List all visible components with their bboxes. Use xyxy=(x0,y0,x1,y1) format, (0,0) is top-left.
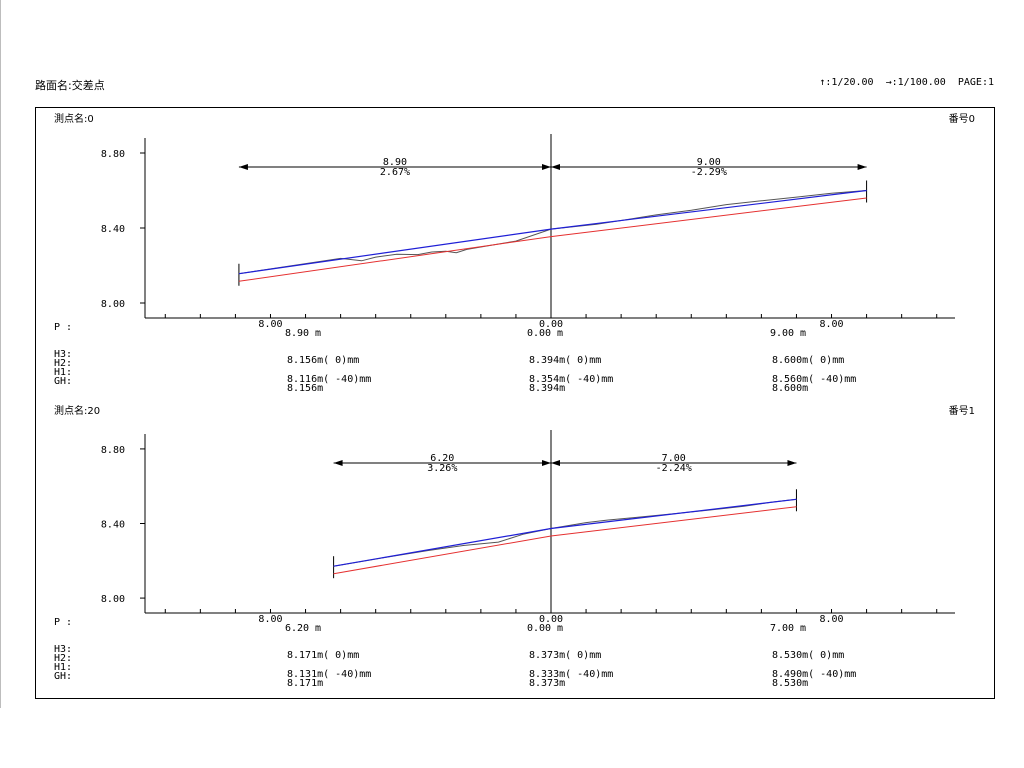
y-tick-label: 8.00 xyxy=(101,299,125,310)
left-slope-label: 3.26% xyxy=(427,463,457,474)
center-gh-value: 8.394m xyxy=(529,383,565,394)
x-tick-label: 8.00 xyxy=(819,614,843,625)
left-h3-value: 8.156m( 0)mm xyxy=(287,355,359,366)
left-distance: 8.90 m xyxy=(285,328,321,339)
right-distance: 7.00 m xyxy=(770,623,806,634)
right-slope-label: -2.24% xyxy=(656,463,692,474)
h3-label: H3: xyxy=(54,644,72,655)
gh-label: GH: xyxy=(54,671,72,682)
gh-label: GH: xyxy=(54,376,72,387)
left-gh-value: 8.171m xyxy=(287,678,323,689)
section-name: 測点名:0 xyxy=(54,112,94,125)
h2-label: H2: xyxy=(54,653,72,664)
arrow-left-head xyxy=(238,164,248,170)
p-label: P : xyxy=(54,617,72,628)
page-title: 路面名:交差点 xyxy=(35,79,105,92)
section-name: 測点名:20 xyxy=(54,404,100,417)
left-width-label: 6.20 xyxy=(430,453,454,464)
right-gh-value: 8.530m xyxy=(772,678,808,689)
x-tick-label: 0.00 xyxy=(539,319,563,330)
right-width-label: 9.00 xyxy=(697,157,721,168)
profile-series-line xyxy=(238,189,867,275)
right-h3-value: 8.600m( 0)mm xyxy=(772,355,844,366)
right-gh-value: 8.600m xyxy=(772,383,808,394)
center-gh-value: 8.373m xyxy=(529,678,565,689)
center-h1-value: 8.354m( -40)mm xyxy=(529,374,613,385)
center-distance: 0.00 m xyxy=(527,328,563,339)
profile-series-line xyxy=(333,506,797,575)
section-number: 番号0 xyxy=(949,113,975,125)
left-width-label: 8.90 xyxy=(383,157,407,168)
profile-series-line xyxy=(333,498,797,567)
right-h1-value: 8.560m( -40)mm xyxy=(772,374,856,385)
h1-label: H1: xyxy=(54,662,72,673)
profile-series-line xyxy=(238,190,867,275)
x-tick-label: 8.00 xyxy=(819,319,843,330)
h2-label: H2: xyxy=(54,358,72,369)
x-tick-label: 8.00 xyxy=(258,614,282,625)
drawing-frame xyxy=(35,107,995,699)
center-h3-value: 8.394m( 0)mm xyxy=(529,355,601,366)
y-tick-label: 8.40 xyxy=(101,520,125,531)
right-h3-value: 8.530m( 0)mm xyxy=(772,650,844,661)
y-tick-label: 8.40 xyxy=(101,224,125,235)
left-h1-value: 8.116m( -40)mm xyxy=(287,374,371,385)
y-tick-label: 8.00 xyxy=(101,594,125,605)
left-slope-label: 2.67% xyxy=(380,167,410,178)
y-tick-label: 8.80 xyxy=(101,149,125,160)
left-gh-value: 8.156m xyxy=(287,383,323,394)
center-h3-value: 8.373m( 0)mm xyxy=(529,650,601,661)
left-h1-value: 8.131m( -40)mm xyxy=(287,669,371,680)
arrow-right-head xyxy=(787,460,797,466)
x-tick-label: 0.00 xyxy=(539,614,563,625)
arrow-left-head xyxy=(333,460,343,466)
arrow-center-right-head xyxy=(551,460,560,466)
p-label: P : xyxy=(54,322,72,333)
y-tick-label: 8.80 xyxy=(101,445,125,456)
x-tick-label: 8.00 xyxy=(258,319,282,330)
left-h3-value: 8.171m( 0)mm xyxy=(287,650,359,661)
scale-info: ↑:1/20.00 →:1/100.00 PAGE:1 xyxy=(819,77,994,88)
h1-label: H1: xyxy=(54,367,72,378)
right-width-label: 7.00 xyxy=(662,453,686,464)
left-distance: 6.20 m xyxy=(285,623,321,634)
h3-label: H3: xyxy=(54,349,72,360)
right-h1-value: 8.490m( -40)mm xyxy=(772,669,856,680)
center-h1-value: 8.333m( -40)mm xyxy=(529,669,613,680)
right-distance: 9.00 m xyxy=(770,328,806,339)
center-distance: 0.00 m xyxy=(527,623,563,634)
arrow-center-left-head xyxy=(542,164,551,170)
right-slope-label: -2.29% xyxy=(691,167,727,178)
left-border-line xyxy=(0,0,1,708)
section-number: 番号1 xyxy=(949,405,975,417)
arrow-center-right-head xyxy=(551,164,560,170)
profile-series-line xyxy=(238,197,867,282)
profile-series-line xyxy=(333,498,797,567)
arrow-center-left-head xyxy=(542,460,551,466)
arrow-right-head xyxy=(857,164,867,170)
